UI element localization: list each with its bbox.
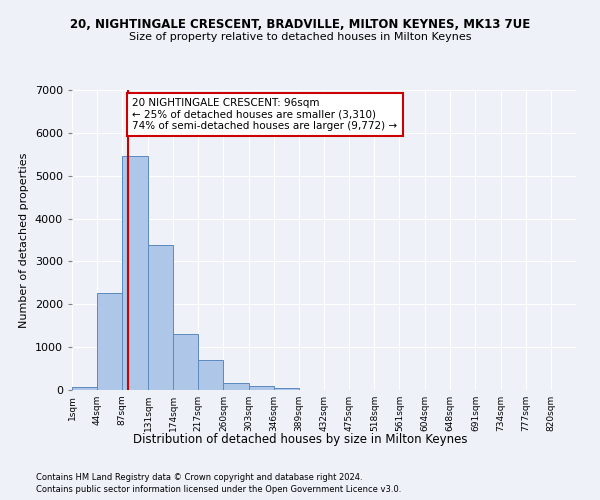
Bar — [122, 156, 148, 390]
Bar — [97, 292, 122, 390]
Text: Distribution of detached houses by size in Milton Keynes: Distribution of detached houses by size … — [133, 432, 467, 446]
Text: 20 NIGHTINGALE CRESCENT: 96sqm
← 25% of detached houses are smaller (3,310)
74% : 20 NIGHTINGALE CRESCENT: 96sqm ← 25% of … — [132, 98, 397, 131]
Bar — [72, 387, 97, 390]
Bar — [248, 386, 274, 390]
Text: 20, NIGHTINGALE CRESCENT, BRADVILLE, MILTON KEYNES, MK13 7UE: 20, NIGHTINGALE CRESCENT, BRADVILLE, MIL… — [70, 18, 530, 30]
Y-axis label: Number of detached properties: Number of detached properties — [19, 152, 29, 328]
Bar — [198, 360, 223, 390]
Bar — [274, 388, 299, 390]
Text: Contains HM Land Registry data © Crown copyright and database right 2024.: Contains HM Land Registry data © Crown c… — [36, 472, 362, 482]
Bar — [148, 245, 173, 390]
Bar — [223, 382, 248, 390]
Text: Contains public sector information licensed under the Open Government Licence v3: Contains public sector information licen… — [36, 485, 401, 494]
Text: Size of property relative to detached houses in Milton Keynes: Size of property relative to detached ho… — [129, 32, 471, 42]
Bar — [173, 334, 198, 390]
